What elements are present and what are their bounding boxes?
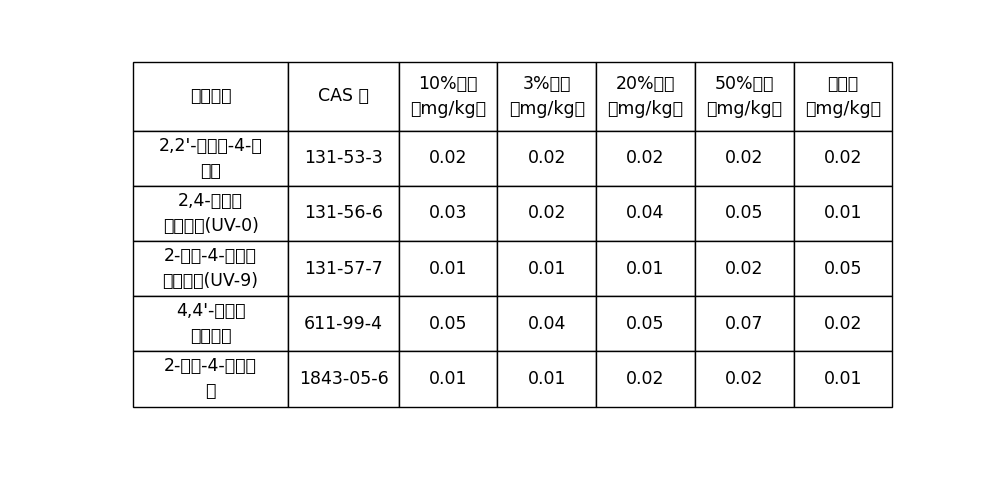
Text: 50%乙醇
（mg/kg）: 50%乙醇 （mg/kg） (706, 75, 782, 118)
Text: 0.04: 0.04 (626, 204, 665, 223)
Text: 2,2'-二羟基-4-甲
氧基: 2,2'-二羟基-4-甲 氧基 (159, 137, 262, 180)
Bar (288, 241, 399, 296)
Bar (133, 62, 288, 131)
Text: 20%乙醇
（mg/kg）: 20%乙醇 （mg/kg） (607, 75, 683, 118)
Text: 0.02: 0.02 (725, 259, 763, 278)
Bar (695, 241, 794, 296)
Text: 3%乙酸
（mg/kg）: 3%乙酸 （mg/kg） (509, 75, 585, 118)
Text: 2,4-二羟基
二苯甲酮(UV-0): 2,4-二羟基 二苯甲酮(UV-0) (163, 192, 259, 235)
Bar (133, 241, 288, 296)
Text: 0.02: 0.02 (626, 370, 665, 388)
Bar (399, 186, 497, 241)
Text: 10%乙醇
（mg/kg）: 10%乙醇 （mg/kg） (410, 75, 486, 118)
Text: 0.02: 0.02 (725, 150, 763, 167)
Bar (133, 296, 288, 351)
Bar (497, 351, 596, 407)
Bar (794, 296, 892, 351)
Bar (596, 296, 695, 351)
Bar (497, 186, 596, 241)
Text: 0.01: 0.01 (429, 370, 467, 388)
Bar (596, 241, 695, 296)
Bar (794, 62, 892, 131)
Bar (399, 62, 497, 131)
Bar (695, 351, 794, 407)
Text: 0.02: 0.02 (725, 370, 763, 388)
Bar (133, 186, 288, 241)
Text: 2-羟基-4-正辛氧
基: 2-羟基-4-正辛氧 基 (164, 358, 257, 400)
Bar (794, 186, 892, 241)
Text: 0.02: 0.02 (429, 150, 467, 167)
Bar (288, 351, 399, 407)
Bar (399, 351, 497, 407)
Text: 131-57-7: 131-57-7 (304, 259, 383, 278)
Text: 植物油
（mg/kg）: 植物油 （mg/kg） (805, 75, 881, 118)
Text: 0.05: 0.05 (824, 259, 862, 278)
Text: 0.07: 0.07 (725, 315, 763, 333)
Bar (794, 131, 892, 186)
Bar (288, 131, 399, 186)
Bar (288, 62, 399, 131)
Bar (497, 62, 596, 131)
Text: 0.02: 0.02 (824, 150, 862, 167)
Bar (596, 62, 695, 131)
Text: 0.01: 0.01 (626, 259, 665, 278)
Text: 0.01: 0.01 (429, 259, 467, 278)
Text: 131-56-6: 131-56-6 (304, 204, 383, 223)
Bar (497, 131, 596, 186)
Text: 0.01: 0.01 (527, 370, 566, 388)
Bar (288, 186, 399, 241)
Text: 0.02: 0.02 (527, 150, 566, 167)
Bar (695, 62, 794, 131)
Bar (133, 131, 288, 186)
Text: 中文名称: 中文名称 (190, 87, 231, 106)
Text: 611-99-4: 611-99-4 (304, 315, 383, 333)
Bar (596, 186, 695, 241)
Bar (794, 241, 892, 296)
Bar (399, 241, 497, 296)
Text: 2-羟基-4-甲氧基
二苯甲酮(UV-9): 2-羟基-4-甲氧基 二苯甲酮(UV-9) (163, 247, 259, 290)
Bar (497, 241, 596, 296)
Text: 0.01: 0.01 (824, 370, 862, 388)
Bar (695, 131, 794, 186)
Bar (399, 296, 497, 351)
Text: 0.01: 0.01 (824, 204, 862, 223)
Bar (497, 296, 596, 351)
Text: 4,4'-二羟基
二苯甲酮: 4,4'-二羟基 二苯甲酮 (176, 302, 245, 345)
Text: 0.02: 0.02 (824, 315, 862, 333)
Text: 0.05: 0.05 (626, 315, 665, 333)
Text: 0.05: 0.05 (429, 315, 467, 333)
Bar (288, 296, 399, 351)
Bar (596, 351, 695, 407)
Text: 0.01: 0.01 (527, 259, 566, 278)
Bar (133, 351, 288, 407)
Text: 0.05: 0.05 (725, 204, 763, 223)
Text: 131-53-3: 131-53-3 (304, 150, 383, 167)
Bar (399, 131, 497, 186)
Text: CAS 号: CAS 号 (318, 87, 369, 106)
Text: 0.02: 0.02 (527, 204, 566, 223)
Bar (794, 351, 892, 407)
Text: 0.04: 0.04 (527, 315, 566, 333)
Bar (695, 186, 794, 241)
Text: 0.03: 0.03 (429, 204, 467, 223)
Text: 0.02: 0.02 (626, 150, 665, 167)
Text: 1843-05-6: 1843-05-6 (299, 370, 388, 388)
Bar (695, 296, 794, 351)
Bar (596, 131, 695, 186)
